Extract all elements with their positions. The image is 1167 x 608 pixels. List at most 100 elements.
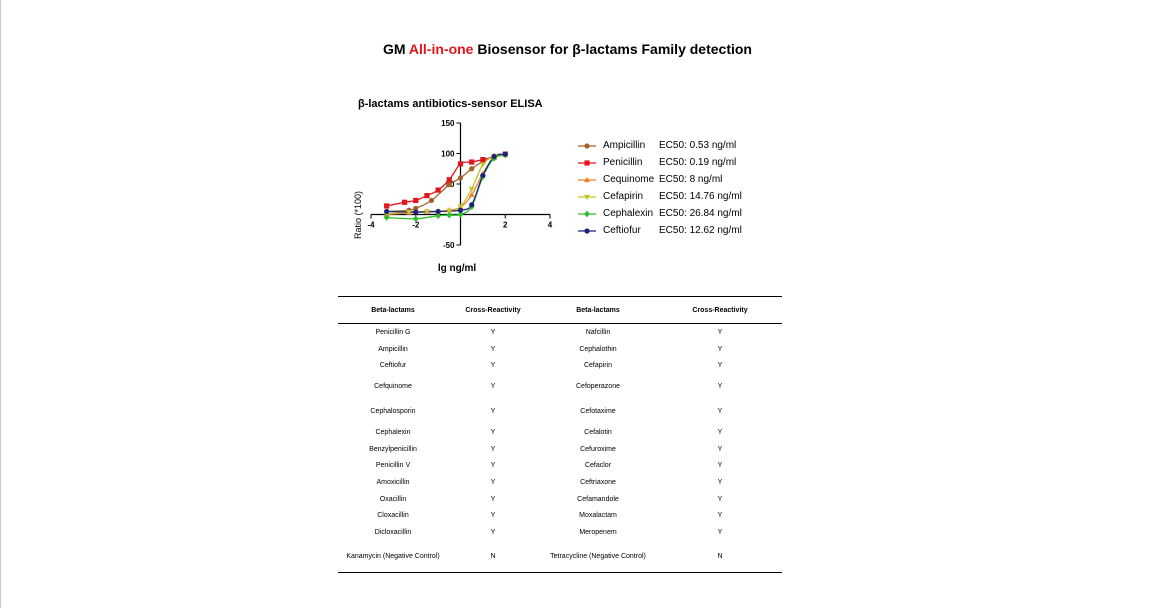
cell-beta-lactam: Amoxicillin bbox=[376, 478, 410, 486]
legend-item: Ceftiofur EC50: 12.62 ng/ml bbox=[577, 222, 742, 239]
legend-marker-icon bbox=[578, 227, 596, 234]
cell-cross-reactivity: Y bbox=[717, 383, 723, 391]
point-ceftiofur bbox=[384, 208, 390, 215]
legend-symbol bbox=[584, 176, 590, 182]
legend-item: Ampicillin EC50: 0.53 ng/ml bbox=[577, 137, 742, 154]
cell-beta-lactam: Moxalactam bbox=[579, 512, 617, 520]
point-cephalexin bbox=[412, 215, 419, 223]
table-row: Kanamycin (Negative Control) N Tetracyclin… bbox=[338, 540, 782, 573]
legend-ec50-value: EC50: 26.84 ng/ml bbox=[659, 207, 742, 219]
point-cefapirin bbox=[468, 186, 475, 192]
legend-ec50-value: EC50: 8 ng/ml bbox=[659, 173, 723, 185]
point-cephalexin bbox=[457, 211, 464, 218]
cell-beta-lactam: Benzylpenicillin bbox=[369, 445, 417, 453]
legend-marker-icon bbox=[578, 142, 596, 149]
cell-cross-reactivity: Y bbox=[717, 428, 723, 436]
cell-beta-lactam: Cefuroxime bbox=[580, 445, 616, 453]
point-penicillin bbox=[424, 192, 430, 199]
y-tick-label: 150 bbox=[441, 119, 455, 128]
point-ceftiofur bbox=[413, 209, 419, 215]
cell-beta-lactam: Nafcillin bbox=[585, 328, 611, 336]
point-penicillin bbox=[435, 187, 441, 193]
point-cephalexin bbox=[446, 211, 453, 219]
legend-marker-icon bbox=[578, 159, 596, 166]
legend-series-name: Cephalexin bbox=[603, 207, 654, 219]
cell-cross-reactivity: Y bbox=[717, 478, 723, 486]
x-axis-label: lg ng/ml bbox=[438, 263, 477, 274]
point-ceftiofur bbox=[502, 151, 508, 157]
table-row: Ceftiofur Y Cefapirin Y bbox=[338, 357, 782, 374]
point-cefapirin bbox=[479, 162, 486, 168]
page-title: GM All-in-one Biosensor for β-lactams Fa… bbox=[0, 41, 1135, 57]
point-penicillin bbox=[446, 177, 452, 183]
page-left-border bbox=[0, 0, 1, 608]
table-row: Benzylpenicillin Y Cefuroxime Y bbox=[338, 441, 782, 458]
cell-beta-lactam: Ampicillin bbox=[378, 345, 408, 353]
point-penicillin bbox=[469, 159, 475, 165]
table-row: Dicloxacillin Y Meropenem Y bbox=[338, 524, 782, 541]
cell-cross-reactivity: Y bbox=[717, 512, 723, 520]
cell-beta-lactam: Meropenem bbox=[579, 529, 617, 537]
point-ceftiofur bbox=[469, 202, 475, 208]
legend-series-name: Ceftiofur bbox=[603, 224, 641, 236]
point-ceftiofur bbox=[457, 207, 464, 213]
header-beta-lactams-1: Beta-lactams bbox=[338, 296, 448, 324]
cell-beta-lactam: Cefaclor bbox=[584, 462, 612, 470]
cell-cross-reactivity: Y bbox=[490, 428, 496, 436]
table-row: Penicillin G Y Nafcillin Y bbox=[338, 324, 782, 341]
header-cross-reactivity-2: Cross-Reactivity bbox=[658, 296, 782, 324]
point-cephalexin bbox=[383, 214, 390, 221]
point-ampicillin bbox=[413, 205, 419, 211]
cell-beta-lactam: Cefquinome bbox=[374, 383, 412, 391]
x-tick-label: 4 bbox=[548, 221, 553, 230]
header-cross-reactivity-1: Cross-Reactivity bbox=[448, 296, 538, 324]
cell-cross-reactivity: Y bbox=[490, 408, 496, 416]
legend-series-name: Cequinome bbox=[603, 173, 655, 185]
chart-points bbox=[383, 151, 509, 223]
point-cephalexin bbox=[435, 212, 441, 220]
cell-cross-reactivity: Y bbox=[490, 512, 496, 520]
cell-cross-reactivity: N bbox=[658, 540, 782, 573]
point-cefapirin bbox=[406, 209, 413, 216]
chart-title: β-lactams antibiotics-sensor ELISA bbox=[358, 98, 543, 110]
cell-beta-lactam: Cefamandole bbox=[577, 495, 619, 503]
table-row: Amoxicillin Y Ceftriaxone Y bbox=[338, 474, 782, 491]
elisa-chart: β-lactams antibiotics-sensor ELISA Ratio… bbox=[353, 98, 553, 274]
cell-beta-lactam: Ceftiofur bbox=[379, 362, 407, 370]
y-axis-label: Ratio (*100) bbox=[353, 191, 363, 239]
point-cequinome bbox=[468, 191, 475, 198]
chart-axes: -5050100150-4-224 bbox=[367, 119, 552, 250]
table-header-row: Beta-lactams Cross-Reactivity Beta-lacta… bbox=[338, 296, 782, 324]
point-ampicillin bbox=[428, 197, 435, 204]
cell-cross-reactivity: Y bbox=[490, 529, 496, 537]
legend-ec50-value: EC50: 0.19 ng/ml bbox=[659, 156, 737, 168]
cell-beta-lactam: Ceftriaxone bbox=[580, 478, 616, 486]
point-ampicillin bbox=[446, 182, 452, 188]
cell-beta-lactam: Cefoperazone bbox=[576, 383, 620, 391]
cell-beta-lactam: Cefotaxime bbox=[580, 408, 616, 416]
cell-beta-lactam: Cefalotin bbox=[584, 428, 612, 436]
point-ceftiofur bbox=[491, 153, 497, 160]
title-accent: All-in-one bbox=[408, 41, 474, 57]
legend-item: Penicillin EC50: 0.19 ng/ml bbox=[577, 154, 742, 171]
point-ampicillin bbox=[469, 166, 475, 172]
cell-cross-reactivity: Y bbox=[490, 462, 496, 470]
y-tick-label: -50 bbox=[443, 241, 455, 250]
cross-reactivity-table-wrap: Beta-lactams Cross-Reactivity Beta-lacta… bbox=[338, 296, 782, 573]
table-row: Penicillin V Y Cefaclor Y bbox=[338, 457, 782, 474]
y-tick-label: 100 bbox=[441, 150, 455, 159]
table-row: Cephalosporin Y Cefotaxime Y bbox=[338, 399, 782, 424]
table-row: Cloxacillin Y Moxalactam Y bbox=[338, 508, 782, 525]
legend-series-name: Penicillin bbox=[603, 156, 643, 168]
legend-symbol bbox=[584, 142, 590, 149]
cell-cross-reactivity: Y bbox=[717, 345, 723, 353]
legend-ec50-value: EC50: 12.62 ng/ml bbox=[659, 224, 742, 236]
table-row: Oxacillin Y Cefamandole Y bbox=[338, 491, 782, 508]
cell-cross-reactivity: Y bbox=[490, 445, 496, 453]
point-ampicillin bbox=[457, 175, 464, 181]
cell-cross-reactivity: Y bbox=[717, 328, 723, 336]
x-tick-label: -4 bbox=[367, 221, 375, 230]
cell-beta-lactam: Cefapirin bbox=[583, 362, 612, 370]
cell-cross-reactivity: Y bbox=[490, 495, 496, 503]
point-penicillin bbox=[384, 203, 390, 209]
